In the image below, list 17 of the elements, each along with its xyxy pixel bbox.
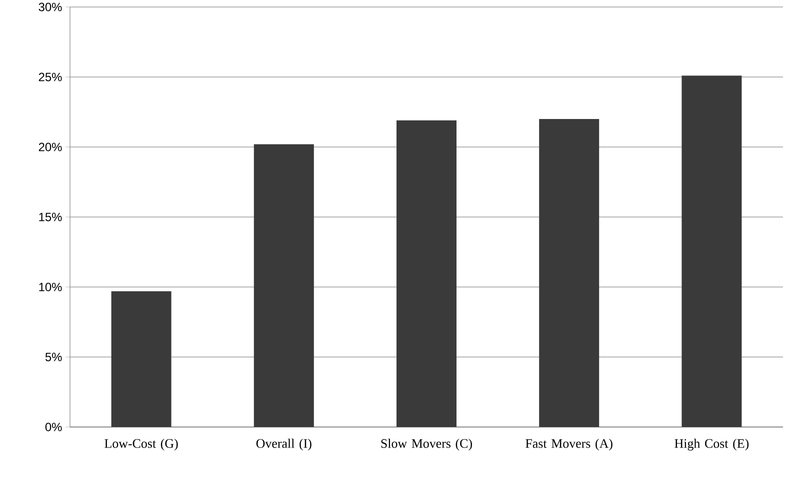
x-tick-label: Low-Cost (G) [104, 438, 178, 451]
bar [254, 144, 314, 427]
y-tick-label: 30% [38, 2, 62, 12]
bar [111, 291, 172, 427]
bar [396, 120, 457, 427]
bar [682, 76, 742, 427]
y-tick-label: 10% [39, 282, 62, 292]
x-tick-label: Overall (I) [256, 438, 312, 451]
bar [539, 118, 600, 427]
x-tick-label: Fast Movers (A) [526, 438, 612, 451]
y-tick-label: 25% [38, 72, 62, 82]
x-tick-label: High Cost (E) [674, 438, 749, 451]
x-tick-label: Slow Movers (C) [381, 438, 472, 451]
y-tick-label: 0% [45, 422, 62, 432]
y-tick-label: 5% [45, 352, 62, 362]
y-tick-label: 20% [38, 142, 62, 152]
y-tick-label: 15% [39, 212, 62, 222]
